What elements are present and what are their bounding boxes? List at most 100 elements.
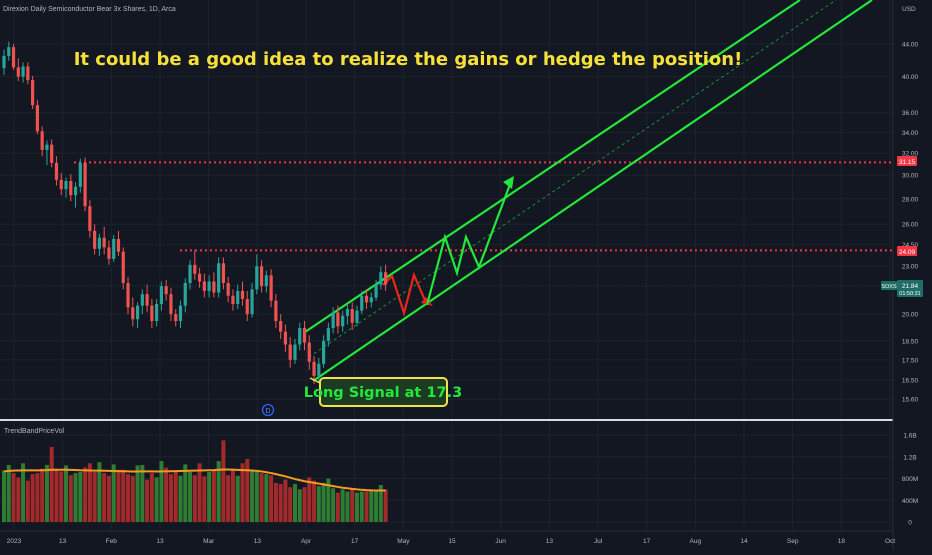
symbol-title: Direxion Daily Semiconductor Bear 3x Sha… — [3, 6, 176, 13]
price-tick-label: 32.00 — [902, 151, 919, 158]
volume-bar — [316, 486, 321, 522]
candle-body — [193, 264, 197, 274]
time-tick-label: Apr — [301, 538, 312, 545]
volume-bar — [350, 488, 355, 522]
time-tick-label: 17 — [643, 538, 651, 545]
candle-body — [250, 289, 254, 315]
badge-resistance-high: 31.15 — [897, 156, 917, 166]
volume-bar — [44, 464, 49, 522]
volume-bar — [164, 467, 169, 522]
volume-bar — [78, 471, 83, 522]
volume-bar — [154, 477, 159, 522]
time-tick-label: 13 — [546, 538, 554, 545]
candle-body — [360, 295, 364, 311]
volume-bar — [230, 468, 235, 522]
volume-bar — [307, 477, 312, 522]
candle-body — [226, 283, 230, 296]
candle-body — [374, 284, 378, 298]
candle-body — [7, 47, 11, 56]
signal-box[interactable] — [319, 377, 448, 407]
dividend-icon[interactable] — [261, 403, 275, 417]
volume-bar — [145, 479, 150, 522]
candle-body — [21, 66, 25, 77]
price-tick-label: 16.50 — [902, 378, 919, 385]
volume-bar — [168, 474, 173, 522]
time-tick-label: May — [397, 538, 410, 545]
candle-body — [221, 263, 226, 284]
time-tick-label: Aug — [690, 538, 702, 545]
candle-body — [283, 331, 288, 345]
candle-body — [293, 344, 297, 360]
time-tick-label: Sep — [787, 538, 799, 545]
time-tick-label: Jun — [495, 538, 506, 545]
volume-bar — [140, 464, 145, 522]
time-tick-label: 14 — [740, 538, 748, 545]
candle-body — [69, 180, 73, 196]
resistance-levels — [74, 161, 893, 252]
volume-bar — [64, 465, 69, 522]
volume-bar — [92, 471, 97, 522]
pane-separator[interactable] — [0, 419, 893, 421]
volume-bar — [59, 471, 64, 522]
channel-upper-line[interactable] — [304, 0, 801, 333]
candle-body — [135, 305, 140, 320]
price-tick-label: 20.00 — [902, 312, 919, 319]
volume-bar — [273, 482, 278, 522]
candle-body — [174, 314, 178, 322]
volume-bar — [297, 489, 302, 522]
volume-bar — [354, 492, 359, 522]
volume-bar — [6, 464, 11, 522]
volume-axis[interactable]: 1.6B 1.2B 800M 400M 0 — [902, 433, 918, 527]
candle-body — [16, 67, 20, 77]
dividend-marker[interactable]: D — [261, 403, 275, 417]
candle-body — [384, 272, 388, 285]
candle-body — [2, 55, 6, 69]
volume-bar — [359, 491, 364, 522]
trend-channel[interactable] — [304, 0, 873, 382]
time-tick-label: Oct — [885, 538, 895, 545]
price-tick-label: 36.00 — [902, 110, 919, 117]
price-tick-label: 44.00 — [902, 42, 919, 49]
volume-bar — [283, 479, 288, 522]
volume-indicator-label: TrendBandPriceVol — [4, 428, 64, 435]
volume-bar — [269, 475, 274, 522]
volume-bar — [30, 474, 35, 522]
volume-bar — [159, 461, 164, 522]
volume-bar — [340, 489, 345, 522]
volume-bar — [378, 485, 383, 522]
price-tick-label: 24.50 — [902, 242, 919, 249]
candle-body — [131, 307, 135, 320]
volume-bar — [226, 475, 231, 522]
candle-body — [240, 290, 245, 300]
candle-body — [169, 294, 173, 315]
time-axis[interactable]: 2023 13 Feb 13 Mar 13 Apr 17 May 15 Jun 13 Jul 17 Aug 1… — [7, 538, 895, 545]
volume-bar — [197, 463, 202, 522]
candle-body — [307, 342, 311, 362]
candle-body — [245, 299, 249, 315]
price-tick-label: 23.00 — [902, 264, 919, 271]
signal-callout[interactable]: Long Signal at 17.3 — [304, 377, 462, 407]
candle-body — [64, 180, 68, 190]
candle-body — [274, 300, 278, 322]
volume-ma-line — [3, 468, 386, 492]
volume-bar — [102, 473, 107, 522]
candle-body — [369, 297, 373, 303]
volume-bar — [87, 463, 92, 522]
channel-lower-line[interactable] — [312, 0, 873, 382]
price-tick-label: 34.00 — [902, 130, 919, 137]
volume-bar — [345, 491, 350, 522]
volume-bar — [254, 471, 259, 522]
volume-bar — [106, 475, 111, 522]
time-tick-label: Mar — [203, 538, 215, 545]
volume-bar — [369, 489, 374, 522]
price-axis[interactable]: 44.00 40.00 36.00 34.00 32.00 30.00 28.00 26.00… — [902, 42, 919, 404]
candle-body — [45, 144, 49, 150]
badge-last-price: 21.84 01:50:31 — [897, 280, 923, 297]
candle-body — [336, 312, 340, 327]
volume-bar — [312, 480, 317, 522]
badge-countdown-text: 01:50:31 — [899, 291, 920, 297]
volume-bar — [183, 464, 188, 522]
candle-body — [11, 47, 16, 68]
candle-body — [102, 237, 106, 248]
